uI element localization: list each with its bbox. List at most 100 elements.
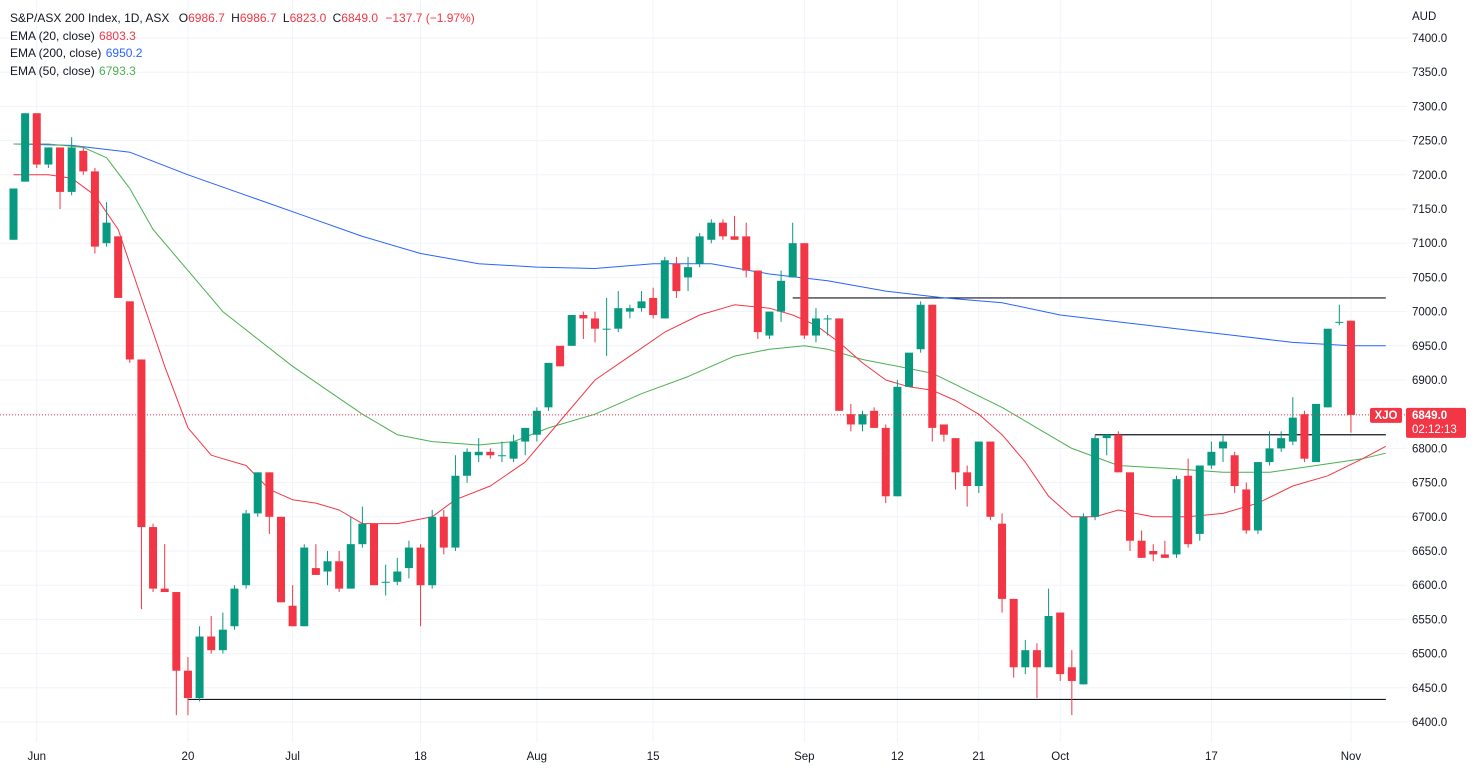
candle	[428, 509, 437, 589]
ema20-label[interactable]: EMA (20, close)	[10, 28, 95, 43]
candle	[1265, 431, 1274, 466]
x-tick-label: Sep	[794, 751, 814, 763]
candle-body	[881, 427, 890, 497]
candle	[707, 219, 716, 244]
ema200-label[interactable]: EMA (200, close)	[10, 46, 102, 60]
candle-body	[509, 441, 518, 459]
candle-body	[1230, 455, 1239, 487]
ema20-value: 6803.3	[99, 28, 136, 43]
horizontal-levels	[187, 297, 1386, 701]
candle	[1195, 465, 1204, 541]
x-tick-label: 18	[414, 751, 427, 763]
countdown-timer: 02:12:13	[1412, 424, 1457, 436]
candle-body	[928, 304, 937, 428]
x-tick-label: Oct	[1051, 751, 1070, 763]
candle-body	[1160, 554, 1169, 558]
y-tick-label: 7200.0	[1412, 170, 1447, 182]
ema-lines	[13, 143, 1387, 525]
price-axis[interactable]: 6400.0 6450.0 6500.0 6550.0 6600.0 6650.0 6700…	[1412, 11, 1447, 729]
x-tick-label: 15	[647, 751, 660, 763]
ema50-label[interactable]: EMA (50, close)	[10, 63, 95, 78]
candle	[567, 315, 576, 346]
candle-body	[695, 236, 704, 264]
symbol-title[interactable]: S&P/ASX 200 Index, 1D, ASX	[10, 11, 170, 25]
candle	[1277, 431, 1286, 452]
candle	[474, 438, 483, 463]
candle	[1056, 612, 1065, 681]
candle-body	[1149, 551, 1158, 555]
candle-body	[893, 386, 902, 497]
candle	[451, 455, 460, 551]
candle	[800, 243, 809, 339]
symbol-tag-bg	[1370, 407, 1402, 423]
candle-body	[951, 438, 960, 473]
candle	[172, 592, 181, 716]
candle-body	[451, 475, 460, 548]
candle	[323, 551, 332, 586]
y-tick-label: 7050.0	[1412, 272, 1447, 284]
candle-body	[544, 362, 553, 408]
candle-body	[672, 263, 681, 292]
candle-body	[753, 270, 762, 333]
candle	[1184, 458, 1193, 548]
candle	[811, 308, 820, 343]
candle	[44, 147, 53, 168]
candle-body	[905, 352, 914, 387]
candle-body	[858, 414, 867, 425]
ema50-line	[13, 143, 1386, 473]
ohlc-row[interactable]: S&P/ASX 200 Index, 1D, ASX O6986.7 H6986…	[10, 10, 475, 28]
candle	[1288, 397, 1297, 445]
ema50-row[interactable]: EMA (50, close) 6793.3	[10, 63, 475, 81]
candle-body	[1067, 667, 1076, 681]
candle	[986, 441, 995, 521]
x-tick-label: Jun	[27, 751, 46, 763]
candle	[497, 441, 506, 463]
y-tick-label: 7100.0	[1412, 238, 1447, 250]
candle-body	[823, 318, 832, 320]
candle	[1125, 472, 1134, 551]
candle	[521, 427, 530, 456]
y-tick-label: 6650.0	[1412, 546, 1447, 558]
y-tick-label: 6800.0	[1412, 443, 1447, 455]
candle	[1172, 475, 1181, 558]
candle-body	[1219, 441, 1228, 449]
candle-body	[253, 472, 262, 514]
candle	[149, 523, 158, 593]
candle-body	[986, 441, 995, 517]
candle-body	[102, 222, 111, 244]
candle-body	[777, 280, 786, 312]
candle-body	[183, 670, 192, 699]
candle	[1021, 639, 1030, 675]
candle-body	[998, 523, 1007, 599]
ema20-row[interactable]: EMA (20, close) 6803.3	[10, 28, 475, 46]
candle	[870, 407, 879, 428]
open-value: 6986.7	[188, 11, 225, 25]
candle-body	[1265, 448, 1274, 463]
y-tick-label: 6950.0	[1412, 341, 1447, 353]
candle-body	[1125, 472, 1134, 541]
candle	[998, 513, 1007, 613]
x-tick-label: 12	[891, 751, 904, 763]
candle-body	[660, 260, 669, 319]
candle-body	[718, 222, 727, 237]
candle-body	[1114, 434, 1123, 473]
candle-body	[742, 236, 751, 271]
candle-body	[963, 472, 972, 487]
candle-body	[1207, 451, 1216, 466]
candle	[335, 551, 344, 593]
candle-body	[591, 318, 599, 329]
candle-body	[463, 451, 472, 476]
open-label: O	[178, 11, 189, 25]
candle	[742, 222, 751, 278]
candle	[788, 222, 797, 278]
candle-body	[1009, 598, 1018, 668]
candle-body	[370, 523, 379, 586]
candle	[300, 544, 309, 627]
low-label: L	[282, 11, 290, 25]
y-tick-label: 6900.0	[1412, 375, 1447, 387]
candle	[242, 509, 251, 589]
candle-body	[1056, 612, 1065, 675]
time-axis[interactable]: Jun 20 Jul 18 Aug 15 Sep 12 21 Oct 17 Nov	[27, 751, 1361, 763]
ema200-row[interactable]: EMA (200, close) 6950.2	[10, 45, 475, 63]
